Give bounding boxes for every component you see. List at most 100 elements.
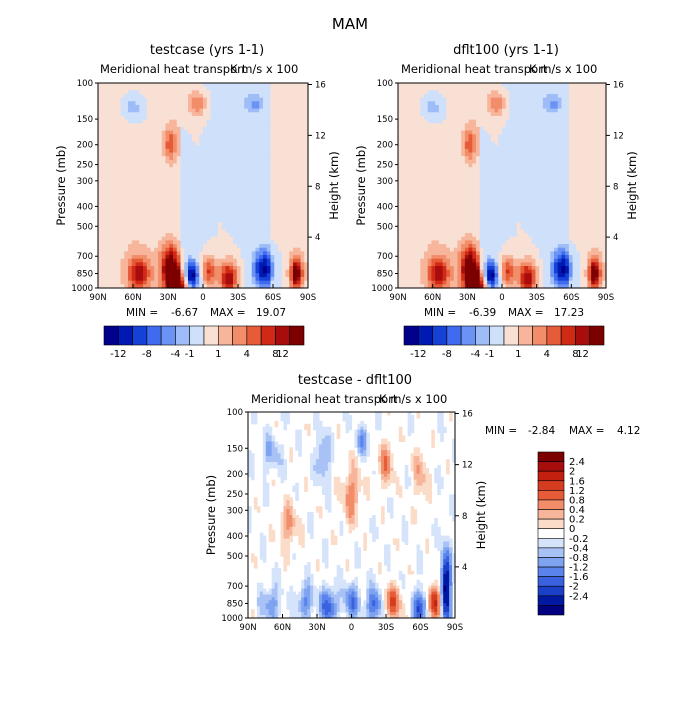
heatmap-cell (237, 196, 241, 200)
heatmap-cell (435, 105, 439, 109)
heatmap-cell (502, 196, 506, 200)
heatmap-cell (136, 266, 140, 270)
heatmap-cell (472, 127, 476, 131)
heatmap-cell (439, 127, 443, 131)
heatmap-cell (561, 94, 565, 98)
heatmap-cell (233, 138, 237, 142)
heatmap-cell (454, 116, 458, 120)
heatmap-cell (192, 116, 196, 120)
heatmap-cell (439, 167, 443, 171)
heatmap-cell (259, 193, 263, 197)
heatmap-cell (214, 259, 218, 263)
heatmap-cell (98, 218, 102, 222)
heatmap-cell (199, 98, 203, 102)
heatmap-cell (252, 196, 256, 200)
heatmap-cell (256, 262, 260, 266)
heatmap-cell (252, 120, 256, 124)
heatmap-cell (409, 138, 413, 142)
heatmap-cell (524, 112, 528, 116)
heatmap-cell (278, 87, 282, 91)
heatmap-cell (218, 193, 222, 197)
heatmap-cell (211, 266, 215, 270)
heatmap-cell (154, 281, 158, 285)
heatmap-cell (169, 142, 173, 146)
heatmap-cell (398, 87, 402, 91)
heatmap-cell (184, 120, 188, 124)
colorbar-swatch (190, 326, 204, 345)
heatmap-cell (472, 186, 476, 190)
heatmap-cell (106, 90, 110, 94)
heatmap-cell (469, 105, 473, 109)
heatmap-cell (424, 164, 428, 168)
heatmap-cell (293, 127, 297, 131)
heatmap-cell (256, 182, 260, 186)
heatmap-cell (502, 175, 506, 179)
heatmap-cell (211, 153, 215, 157)
heatmap-cell (237, 255, 241, 259)
heatmap-cell (293, 116, 297, 120)
heatmap-cell (207, 178, 211, 182)
heatmap-cell (226, 189, 230, 193)
heatmap-cell (413, 196, 417, 200)
heatmap-cell (498, 175, 502, 179)
heatmap-cell (169, 175, 173, 179)
heatmap-cell (405, 83, 409, 87)
heatmap-cell (599, 127, 603, 131)
heatmap-cell (293, 237, 297, 241)
heatmap-cell (480, 90, 484, 94)
heatmap-cell (402, 145, 406, 149)
heatmap-cell (443, 196, 447, 200)
heatmap-cell (214, 171, 218, 175)
heatmap-cell (222, 153, 226, 157)
heatmap-cell (289, 233, 293, 237)
heatmap-cell (241, 218, 245, 222)
heatmap-cell (98, 270, 102, 274)
heatmap-cell (550, 196, 554, 200)
heatmap-cell (237, 270, 241, 274)
heatmap-cell (424, 193, 428, 197)
heatmap-cell (207, 237, 211, 241)
heatmap-cell (154, 87, 158, 91)
heatmap-cell (487, 98, 491, 102)
heatmap-cell (282, 175, 286, 179)
heatmap-cell (591, 94, 595, 98)
heatmap-cell (211, 83, 215, 87)
heatmap-cell (226, 204, 230, 208)
heatmap-cell (248, 211, 252, 215)
heatmap-cell (124, 255, 128, 259)
heatmap-cell (476, 189, 480, 193)
heatmap-cell (139, 182, 143, 186)
heatmap-cell (248, 270, 252, 274)
heatmap-cell (177, 145, 181, 149)
heatmap-cell (199, 266, 203, 270)
heatmap-cell (532, 142, 536, 146)
heatmap-cell (211, 142, 215, 146)
heatmap-cell (524, 98, 528, 102)
heatmap-cell (543, 153, 547, 157)
heatmap-cell (113, 142, 117, 146)
heatmap-cell (177, 237, 181, 241)
heatmap-cell (106, 98, 110, 102)
heatmap-cell (558, 87, 562, 91)
heatmap-cell (218, 281, 222, 285)
heatmap-cell (469, 175, 473, 179)
heatmap-cell (132, 138, 136, 142)
heatmap-cell (211, 233, 215, 237)
heatmap-cell (417, 175, 421, 179)
heatmap-cell (599, 120, 603, 124)
heatmap-cell (561, 112, 565, 116)
heatmap-cell (151, 175, 155, 179)
heatmap-cell (580, 105, 584, 109)
heatmap-cell (207, 211, 211, 215)
heatmap-cell (184, 262, 188, 266)
heatmap-cell (289, 244, 293, 248)
heatmap-cell (173, 105, 177, 109)
heatmap-cell (244, 259, 248, 263)
heatmap-cell (465, 178, 469, 182)
heatmap-cell (106, 248, 110, 252)
heatmap-cell (143, 123, 147, 127)
heatmap-cell (398, 120, 402, 124)
heatmap-cell (259, 160, 263, 164)
heatmap-cell (244, 251, 248, 255)
heatmap-cell (113, 156, 117, 160)
